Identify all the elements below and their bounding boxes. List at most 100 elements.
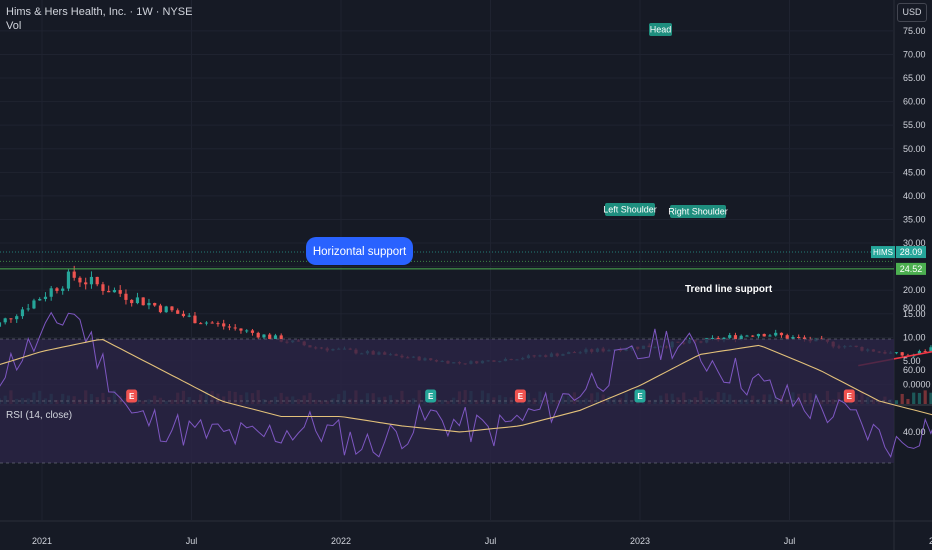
candle-body	[900, 352, 904, 356]
candle-body	[72, 271, 76, 278]
time-tick-label: 2022	[331, 536, 351, 546]
price-tick-label: 75.00	[903, 26, 926, 36]
candle-body	[751, 335, 755, 337]
candle-body	[32, 300, 36, 309]
currency-button[interactable]: USD	[897, 3, 927, 22]
head-label	[649, 23, 672, 36]
price-tick-label: 15.00	[903, 309, 926, 319]
candle-body	[210, 322, 214, 324]
price-tick-label: 65.00	[903, 73, 926, 83]
price-tick-label: 20.00	[903, 285, 926, 295]
volume-label: Vol	[6, 20, 22, 32]
price-tick-label: 5.00	[903, 356, 921, 366]
volume-bar	[912, 392, 916, 404]
candle-body	[107, 290, 111, 293]
candle-body	[187, 315, 191, 317]
support-price-badge-text: 24.52	[900, 264, 923, 274]
candle-body	[61, 288, 65, 291]
rsi-panel	[0, 311, 932, 464]
time-tick-label: 2021	[32, 536, 52, 546]
volume-bar	[894, 400, 899, 404]
candle-body	[733, 335, 738, 340]
candle-body	[728, 335, 732, 338]
rsi-ma-line	[0, 339, 932, 433]
candle-body	[164, 306, 168, 313]
pattern-overlays	[0, 251, 932, 367]
earnings-marker	[514, 389, 526, 403]
candle-body	[762, 333, 766, 337]
candle-body	[917, 351, 922, 355]
price-tick-label: 70.00	[903, 49, 926, 59]
price-tick-label: 55.00	[903, 120, 926, 130]
time-tick-label: Jul	[784, 536, 796, 546]
price-tick-label: 35.00	[903, 214, 926, 224]
last-price-badge-text: 28.09	[900, 247, 923, 257]
candle-body	[273, 335, 278, 339]
symbol-title: Hims & Hers Health, Inc. · 1W · NYSE	[6, 6, 193, 18]
price-tick-label: 30.00	[903, 238, 926, 248]
candle-body	[112, 290, 117, 293]
ticker-badge-text: HIMS	[873, 248, 893, 257]
time-tick-label: Jul	[485, 536, 497, 546]
candle-body	[216, 323, 220, 325]
candle-body	[779, 332, 784, 336]
candle-body	[193, 315, 197, 324]
volume-bar	[929, 392, 932, 404]
earnings-marker	[634, 389, 646, 403]
volume-bar	[906, 398, 910, 404]
price-tick-label: 45.00	[903, 167, 926, 177]
candle-body	[923, 351, 927, 353]
earnings-marker-label: E	[847, 392, 853, 401]
candle-body	[791, 337, 795, 339]
candle-body	[239, 328, 243, 331]
candle-body	[20, 309, 25, 317]
candle-body	[43, 296, 48, 300]
price-tick-label: 40.00	[903, 191, 926, 201]
candle-body	[158, 305, 163, 313]
candle-body	[101, 284, 105, 291]
rsi-label: RSI (14, close)	[6, 410, 73, 421]
earnings-marker	[126, 389, 138, 403]
earnings-marker-label: E	[428, 392, 434, 401]
candle-body	[124, 293, 128, 300]
candle-body	[38, 299, 42, 301]
horizontal-support-text: Horizontal support	[313, 246, 407, 258]
candle-body	[894, 352, 899, 354]
rsi-line	[0, 311, 932, 459]
earnings-marker	[843, 389, 855, 403]
ticker-badge	[871, 246, 895, 259]
candle-body	[9, 318, 13, 320]
candle-body	[0, 322, 2, 327]
candle-body	[170, 306, 174, 311]
candle-body	[768, 335, 772, 337]
trend-line-support-text: Trend line support	[685, 284, 773, 295]
candle-body	[774, 332, 778, 336]
candle-body	[147, 302, 151, 306]
candle-body	[785, 335, 789, 339]
candle-body	[153, 302, 157, 306]
candle-body	[227, 326, 232, 328]
candle-body	[89, 276, 94, 285]
candle-body	[95, 276, 99, 285]
volume-bar	[923, 390, 927, 404]
candle-body	[929, 347, 932, 352]
rsi-tick-label: 80.00	[903, 303, 926, 313]
candle-body	[222, 323, 226, 327]
candle-body	[797, 337, 801, 339]
candle-body	[268, 334, 272, 339]
rsi-tick-label: 40.00	[903, 427, 926, 437]
candle-body	[84, 282, 88, 285]
candle-body	[250, 330, 255, 333]
candle-body	[256, 332, 260, 338]
left-shoulder-label	[605, 203, 655, 216]
candle-body	[78, 277, 82, 283]
horizontal-support-callout	[306, 237, 413, 265]
candle-body	[3, 318, 7, 323]
price-tick-label: 60.00	[903, 97, 926, 107]
candle-body	[756, 333, 761, 337]
candle-body	[141, 297, 145, 306]
candle-body	[279, 335, 283, 342]
last-price-badge	[896, 246, 926, 259]
candle-body	[130, 299, 134, 304]
